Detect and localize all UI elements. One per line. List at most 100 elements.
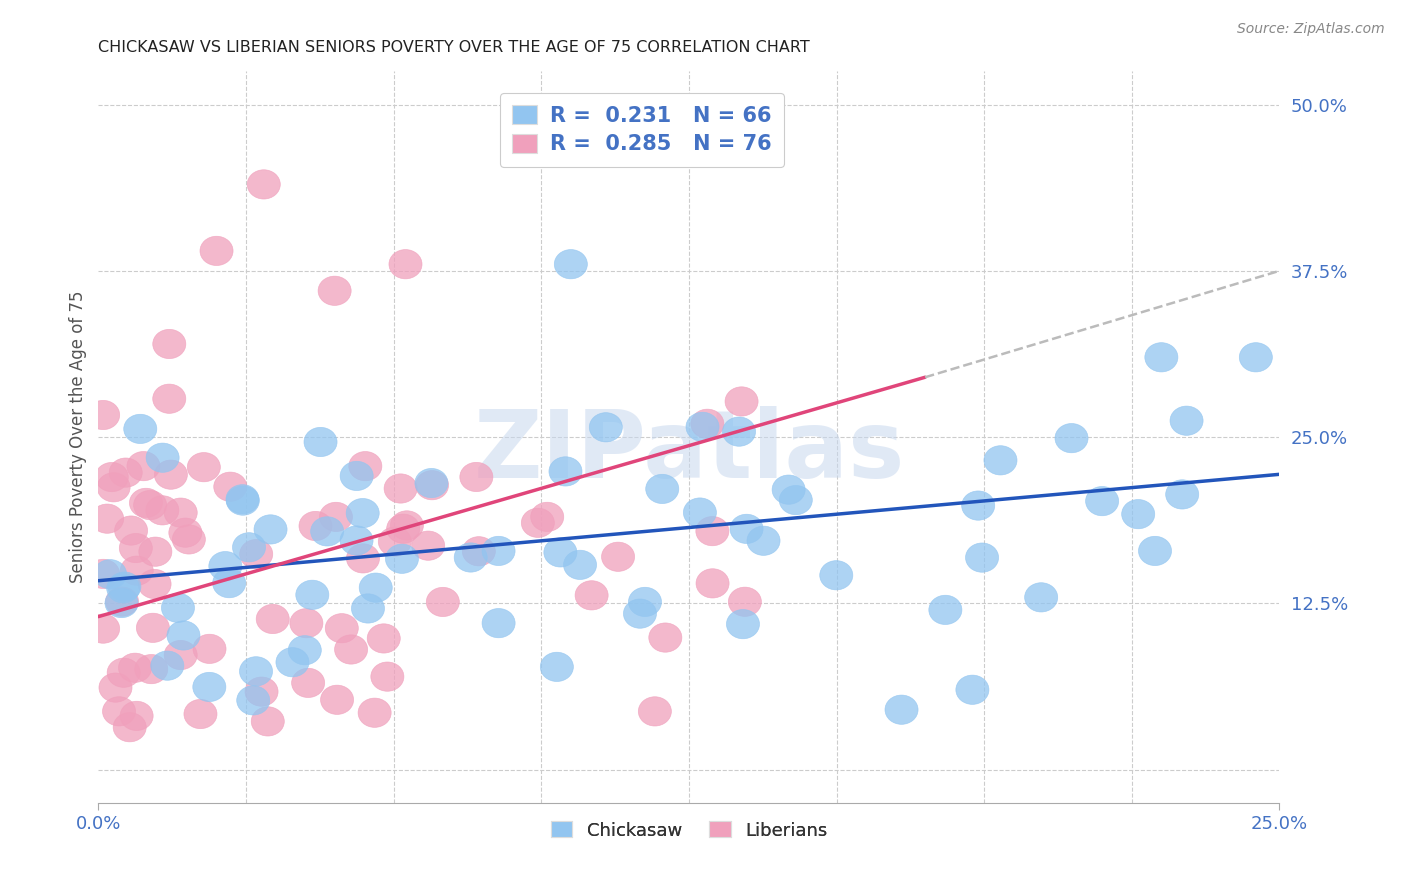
- Ellipse shape: [87, 401, 120, 430]
- Ellipse shape: [747, 526, 780, 556]
- Ellipse shape: [371, 662, 404, 691]
- Ellipse shape: [346, 544, 380, 573]
- Ellipse shape: [247, 169, 280, 199]
- Ellipse shape: [544, 538, 576, 567]
- Ellipse shape: [962, 491, 994, 520]
- Ellipse shape: [415, 468, 449, 498]
- Ellipse shape: [728, 587, 762, 616]
- Ellipse shape: [94, 559, 127, 589]
- Ellipse shape: [522, 508, 554, 538]
- Ellipse shape: [254, 515, 287, 544]
- Ellipse shape: [1239, 343, 1272, 372]
- Ellipse shape: [548, 457, 582, 486]
- Ellipse shape: [139, 537, 172, 566]
- Ellipse shape: [318, 277, 352, 305]
- Ellipse shape: [118, 653, 152, 682]
- Ellipse shape: [112, 713, 146, 742]
- Ellipse shape: [589, 413, 623, 442]
- Ellipse shape: [727, 609, 759, 639]
- Ellipse shape: [575, 581, 609, 610]
- Ellipse shape: [107, 658, 141, 688]
- Ellipse shape: [165, 498, 197, 527]
- Ellipse shape: [135, 655, 167, 684]
- Ellipse shape: [352, 594, 384, 624]
- Ellipse shape: [696, 516, 728, 546]
- Ellipse shape: [389, 250, 422, 279]
- Ellipse shape: [460, 462, 494, 491]
- Ellipse shape: [346, 499, 380, 528]
- Ellipse shape: [1170, 406, 1204, 435]
- Ellipse shape: [683, 498, 717, 527]
- Ellipse shape: [150, 651, 184, 681]
- Ellipse shape: [1166, 480, 1199, 509]
- Ellipse shape: [295, 580, 329, 609]
- Ellipse shape: [723, 417, 755, 446]
- Ellipse shape: [105, 589, 138, 617]
- Ellipse shape: [482, 608, 515, 638]
- Ellipse shape: [690, 409, 724, 439]
- Ellipse shape: [482, 536, 515, 566]
- Ellipse shape: [820, 561, 853, 590]
- Ellipse shape: [956, 675, 988, 705]
- Ellipse shape: [340, 461, 373, 491]
- Ellipse shape: [108, 572, 141, 601]
- Ellipse shape: [214, 472, 247, 501]
- Ellipse shape: [209, 551, 242, 581]
- Ellipse shape: [162, 593, 194, 623]
- Ellipse shape: [319, 502, 353, 532]
- Ellipse shape: [193, 673, 226, 702]
- Ellipse shape: [696, 569, 730, 598]
- Ellipse shape: [387, 514, 420, 543]
- Ellipse shape: [256, 605, 290, 633]
- Ellipse shape: [87, 614, 120, 643]
- Ellipse shape: [200, 236, 233, 266]
- Ellipse shape: [107, 574, 139, 603]
- Ellipse shape: [226, 486, 259, 516]
- Ellipse shape: [884, 695, 918, 724]
- Ellipse shape: [929, 595, 962, 624]
- Ellipse shape: [1025, 582, 1057, 612]
- Ellipse shape: [1144, 343, 1178, 372]
- Ellipse shape: [454, 543, 488, 572]
- Ellipse shape: [623, 599, 657, 628]
- Ellipse shape: [463, 537, 495, 566]
- Ellipse shape: [153, 329, 186, 359]
- Ellipse shape: [120, 701, 153, 731]
- Ellipse shape: [412, 531, 444, 560]
- Ellipse shape: [232, 533, 266, 562]
- Ellipse shape: [530, 502, 564, 532]
- Ellipse shape: [120, 533, 152, 563]
- Ellipse shape: [167, 621, 200, 650]
- Ellipse shape: [96, 462, 128, 491]
- Ellipse shape: [239, 540, 273, 569]
- Ellipse shape: [359, 573, 392, 602]
- Text: Source: ZipAtlas.com: Source: ZipAtlas.com: [1237, 22, 1385, 37]
- Ellipse shape: [554, 250, 588, 279]
- Ellipse shape: [1122, 500, 1154, 529]
- Ellipse shape: [103, 697, 135, 726]
- Ellipse shape: [169, 518, 202, 548]
- Ellipse shape: [146, 496, 179, 525]
- Ellipse shape: [136, 613, 170, 642]
- Ellipse shape: [155, 460, 187, 490]
- Ellipse shape: [378, 527, 412, 557]
- Text: CHICKASAW VS LIBERIAN SENIORS POVERTY OVER THE AGE OF 75 CORRELATION CHART: CHICKASAW VS LIBERIAN SENIORS POVERTY OV…: [98, 40, 810, 55]
- Ellipse shape: [127, 451, 160, 481]
- Ellipse shape: [288, 636, 322, 665]
- Ellipse shape: [391, 511, 423, 540]
- Ellipse shape: [385, 544, 419, 574]
- Ellipse shape: [87, 559, 120, 589]
- Text: ZIPatlas: ZIPatlas: [474, 406, 904, 498]
- Ellipse shape: [173, 524, 205, 554]
- Ellipse shape: [276, 648, 309, 677]
- Ellipse shape: [236, 686, 270, 715]
- Ellipse shape: [1085, 486, 1119, 516]
- Y-axis label: Seniors Poverty Over the Age of 75: Seniors Poverty Over the Age of 75: [69, 291, 87, 583]
- Ellipse shape: [124, 414, 157, 443]
- Ellipse shape: [105, 587, 139, 616]
- Ellipse shape: [90, 504, 124, 533]
- Ellipse shape: [426, 587, 460, 616]
- Ellipse shape: [367, 624, 401, 653]
- Ellipse shape: [165, 640, 197, 670]
- Ellipse shape: [226, 484, 259, 514]
